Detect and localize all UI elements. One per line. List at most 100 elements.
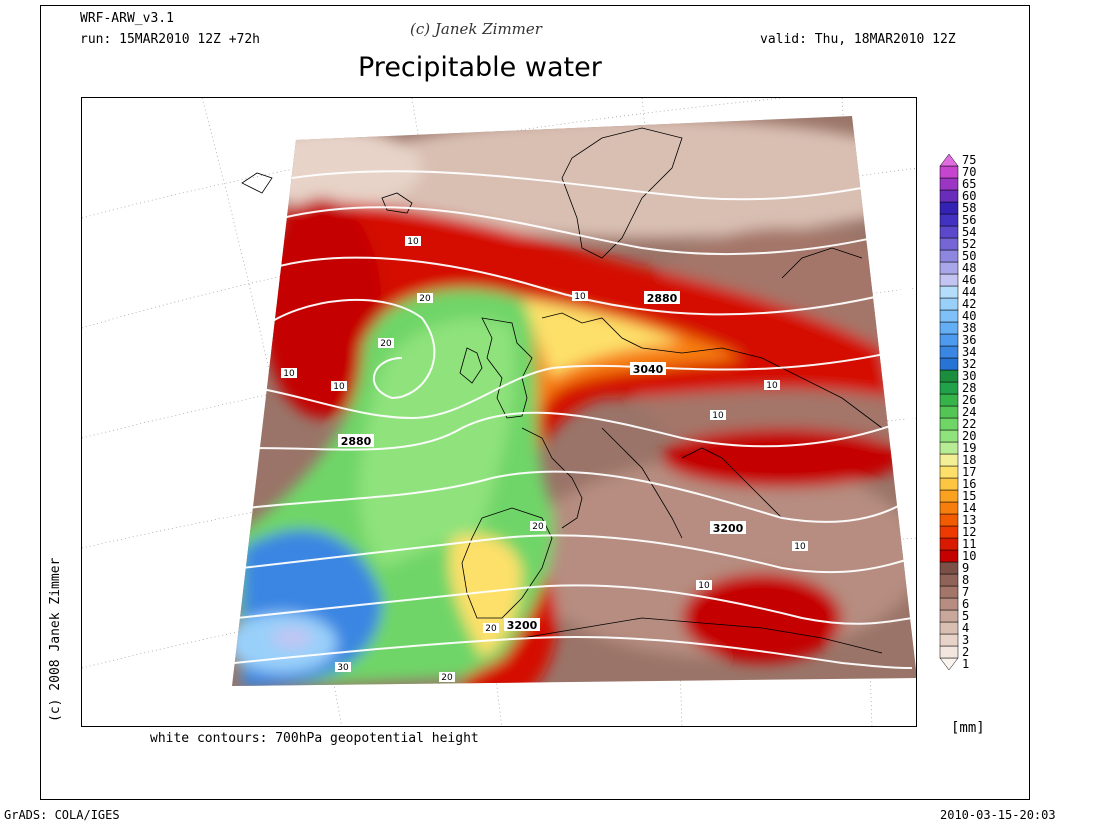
colorbar-tick-label: 50: [962, 249, 976, 263]
contour-label-text: 2880: [647, 292, 678, 305]
colorbar-tick-label: 2: [962, 645, 969, 659]
contour-label-text: 10: [574, 292, 586, 302]
colorbar-tick-label: 6: [962, 597, 969, 611]
contour-label: 10: [331, 381, 347, 392]
colorbar-tick-label: 52: [962, 237, 976, 251]
contour-label: 10: [405, 236, 421, 247]
contour-label-text: 3200: [507, 619, 538, 632]
colorbar-swatch: [939, 513, 959, 527]
contour-label: 2880: [644, 291, 680, 305]
model-name: WRF-ARW_v3.1: [80, 11, 174, 26]
colorbar-swatch: [939, 153, 959, 167]
contour-label: 10: [281, 368, 297, 379]
colorbar-tick-label: 22: [962, 417, 976, 431]
contour-label-text: 10: [407, 237, 419, 247]
valid-time: valid: Thu, 18MAR2010 12Z: [760, 32, 956, 47]
colorbar-swatch: [939, 657, 959, 671]
colorbar-tick-label: 4: [962, 621, 969, 635]
colorbar-tick-label: 7: [962, 585, 969, 599]
contour-label: 20: [530, 521, 546, 532]
geopotential-contours: [233, 170, 913, 669]
colorbar-tick-label: 58: [962, 201, 976, 215]
footer-timestamp: 2010-03-15-20:03: [940, 808, 1056, 822]
colorbar-tick-label: 13: [962, 513, 976, 527]
colorbar-swatch: [939, 477, 959, 491]
colorbar-tick-label: 11: [962, 537, 976, 551]
plot-frame: [40, 5, 1030, 800]
colorbar-tick-label: 10: [962, 549, 976, 563]
contour-label: 3040: [630, 362, 666, 376]
colorbar-tick-label: 56: [962, 213, 976, 227]
contour-label-text: 20: [485, 624, 497, 634]
colorbar-tick-label: 28: [962, 381, 976, 395]
contour-label-text: 20: [380, 339, 392, 349]
colorbar-tick-label: 3: [962, 633, 969, 647]
colorbar-swatch: [939, 573, 959, 587]
colorbar-swatch: [939, 177, 959, 191]
contour-label-text: 10: [333, 382, 345, 392]
colorbar-swatch: [939, 417, 959, 431]
colorbar-swatch: [939, 273, 959, 287]
colorbar-tick-label: 40: [962, 309, 976, 323]
colorbar-swatch: [939, 453, 959, 467]
colorbar-swatch: [939, 489, 959, 503]
contour-label-text: 2880: [341, 435, 372, 448]
colorbar-swatch: [939, 609, 959, 623]
colorbar-swatch: [939, 597, 959, 611]
colorbar-swatch: [939, 621, 959, 635]
colorbar-swatch: [939, 201, 959, 215]
side-credit: (c) 2008 Janek Zimmer: [48, 557, 63, 722]
colorbar-tick-label: 26: [962, 393, 976, 407]
colorbar-swatch: [939, 549, 959, 563]
colorbar-tick-label: 38: [962, 321, 976, 335]
copyright-header: (c) Janek Zimmer: [410, 20, 542, 38]
colorbar-swatch: [939, 225, 959, 239]
contour-label: 3200: [504, 618, 540, 632]
colorbar-tick-label: 5: [962, 609, 969, 623]
contour-labels: 10 20 20 10 10 2880 10 2880 3040 10 10 2…: [281, 236, 808, 683]
colorbar-tick-label: 15: [962, 489, 976, 503]
colorbar-tick-label: 70: [962, 165, 976, 179]
contour-label: 30: [335, 662, 351, 673]
colorbar-tick-label: 48: [962, 261, 976, 275]
colorbar-tick-label: 17: [962, 465, 976, 479]
colorbar-swatch: [939, 405, 959, 419]
colorbar-swatch: [939, 381, 959, 395]
colorbar-swatch: [939, 165, 959, 179]
contour-label: 20: [417, 293, 433, 304]
colorbar-tick-label: 46: [962, 273, 976, 287]
colorbar-swatch: [939, 321, 959, 335]
colorbar-swatch: [939, 285, 959, 299]
contour-label-text: 30: [337, 663, 349, 673]
colorbar-swatch: [939, 501, 959, 515]
unit-label: [mm]: [951, 720, 985, 736]
colorbar-tick-label: 32: [962, 357, 976, 371]
contour-label-text: 10: [766, 381, 778, 391]
contour-label: 10: [572, 291, 588, 302]
colorbar-swatch: [939, 429, 959, 443]
colorbar-tick-label: 60: [962, 189, 976, 203]
contour-label-text: 10: [698, 581, 710, 591]
contour-label: 10: [792, 541, 808, 552]
contour-label: 10: [710, 410, 726, 421]
run-info: run: 15MAR2010 12Z +72h: [80, 32, 261, 47]
colorbar-tick-label: 19: [962, 441, 976, 455]
contour-label-text: 20: [441, 673, 453, 683]
colorbar-tick-label: 1: [962, 657, 969, 671]
colorbar-swatch: [939, 441, 959, 455]
colorbar-tick-label: 54: [962, 225, 976, 239]
coastlines: [241, 127, 883, 654]
colorbar-swatch: [939, 645, 959, 659]
contour-label-text: 3200: [713, 522, 744, 535]
contour-label: 3200: [710, 521, 746, 535]
colorbar-swatch: [939, 393, 959, 407]
colorbar-tick-label: 8: [962, 573, 969, 587]
colorbar-tick-label: 12: [962, 525, 976, 539]
colorbar-swatch: [939, 357, 959, 371]
map-title: Precipitable water: [358, 52, 602, 83]
colorbar-tick-label: 34: [962, 345, 976, 359]
colorbar-tick-label: 18: [962, 453, 976, 467]
contour-label: 20: [483, 623, 499, 634]
colorbar-swatch: [939, 525, 959, 539]
precipitable-water-map: 10 20 20 10 10 2880 10 2880 3040 10 10 2…: [82, 98, 916, 726]
